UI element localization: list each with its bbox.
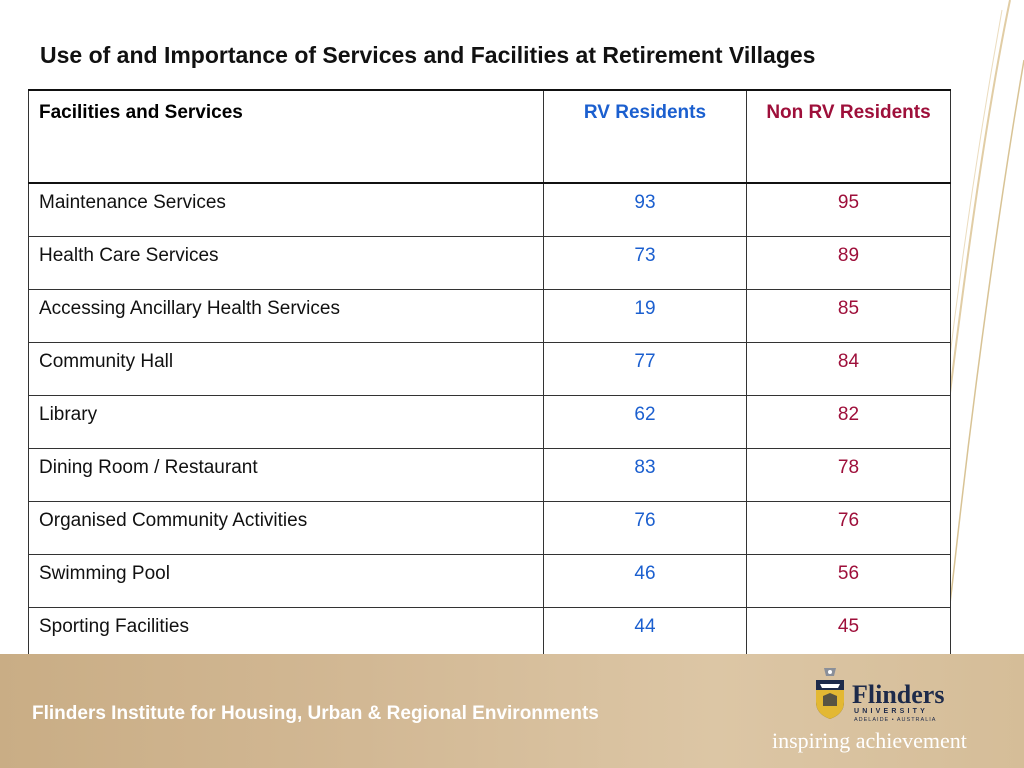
rv-value-cell: 77 — [543, 341, 747, 396]
rv-value-cell: 62 — [543, 394, 747, 449]
table-row: Library 62 82 — [28, 394, 951, 449]
non-rv-value-cell: 76 — [746, 500, 951, 555]
logo-location-text: ADELAIDE • AUSTRALIA — [854, 717, 937, 723]
table-row: Health Care Services 73 89 — [28, 235, 951, 290]
table-row: Maintenance Services 93 95 — [28, 182, 951, 237]
facility-name-cell: Sporting Facilities — [28, 606, 544, 661]
column-header-facility: Facilities and Services — [28, 89, 544, 184]
table-row: Dining Room / Restaurant 83 78 — [28, 447, 951, 502]
footer-institute-name: Flinders Institute for Housing, Urban & … — [32, 703, 599, 724]
footer-band — [0, 654, 1024, 768]
rv-value-cell: 73 — [543, 235, 747, 290]
column-header-rv-residents: RV Residents — [543, 89, 747, 184]
non-rv-value-cell: 95 — [746, 182, 951, 237]
facility-name-cell: Community Hall — [28, 341, 544, 396]
table-header-row: Facilities and Services RV Residents Non… — [28, 89, 951, 184]
logo-university-text: UNIVERSITY — [854, 708, 929, 715]
rv-value-cell: 44 — [543, 606, 747, 661]
non-rv-value-cell: 45 — [746, 606, 951, 661]
facility-name-cell: Maintenance Services — [28, 182, 544, 237]
rv-value-cell: 19 — [543, 288, 747, 343]
tagline: inspiring achievement — [772, 728, 967, 753]
page-title: Use of and Importance of Services and Fa… — [40, 42, 816, 68]
non-rv-value-cell: 56 — [746, 553, 951, 608]
non-rv-value-cell: 89 — [746, 235, 951, 290]
facility-name-cell: Swimming Pool — [28, 553, 544, 608]
facility-name-cell: Accessing Ancillary Health Services — [28, 288, 544, 343]
table-row: Organised Community Activities 76 76 — [28, 500, 951, 555]
non-rv-value-cell: 84 — [746, 341, 951, 396]
facilities-table: Facilities and Services RV Residents Non… — [28, 89, 951, 661]
non-rv-value-cell: 78 — [746, 447, 951, 502]
logo-wordmark: Flinders — [852, 680, 945, 709]
non-rv-value-cell: 82 — [746, 394, 951, 449]
rv-value-cell: 93 — [543, 182, 747, 237]
table-row: Sporting Facilities 44 45 — [28, 606, 951, 661]
rv-value-cell: 83 — [543, 447, 747, 502]
facility-name-cell: Library — [28, 394, 544, 449]
column-header-non-rv-residents: Non RV Residents — [746, 89, 951, 184]
table-row: Accessing Ancillary Health Services 19 8… — [28, 288, 951, 343]
university-crest-icon — [816, 668, 844, 719]
non-rv-value-cell: 85 — [746, 288, 951, 343]
facility-name-cell: Health Care Services — [28, 235, 544, 290]
table-row: Swimming Pool 46 56 — [28, 553, 951, 608]
facility-name-cell: Dining Room / Restaurant — [28, 447, 544, 502]
rv-value-cell: 76 — [543, 500, 747, 555]
table-row: Community Hall 77 84 — [28, 341, 951, 396]
facility-name-cell: Organised Community Activities — [28, 500, 544, 555]
rv-value-cell: 46 — [543, 553, 747, 608]
